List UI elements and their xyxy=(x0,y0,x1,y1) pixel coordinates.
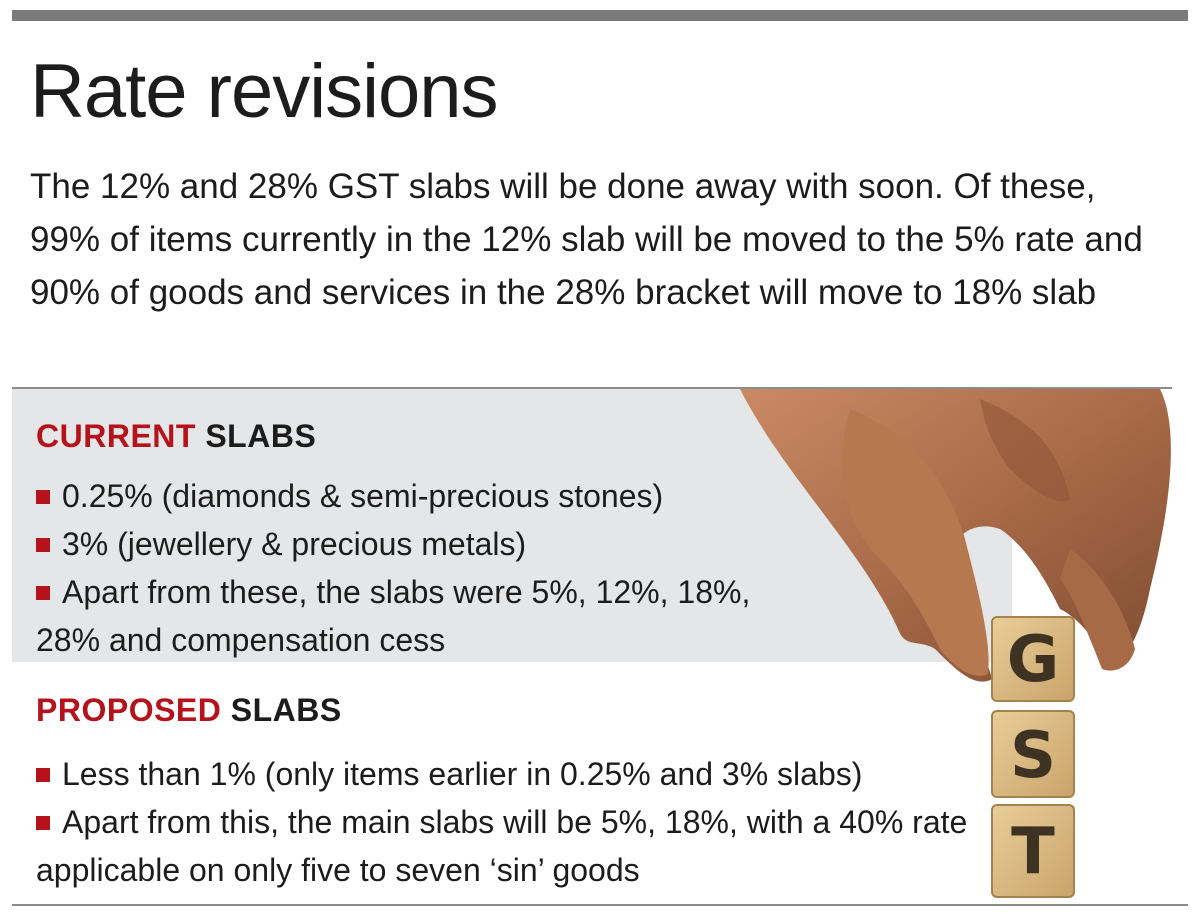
bullet-square-icon xyxy=(36,816,50,830)
list-item: 3% (jewellery & precious metals) xyxy=(36,520,796,568)
list-item-text: Apart from this, the main slabs will be … xyxy=(36,804,968,888)
bullet-square-icon xyxy=(36,586,50,600)
knuckle-shade xyxy=(980,399,1070,502)
list-item-text: Apart from these, the slabs were 5%, 12%… xyxy=(36,574,751,658)
bottom-rule xyxy=(12,904,1188,906)
proposed-heading-rest: SLABS xyxy=(230,692,342,728)
block-s: S xyxy=(991,710,1075,798)
page-title: Rate revisions xyxy=(30,49,499,134)
proposed-heading-accent: PROPOSED xyxy=(36,692,222,728)
block-g: G xyxy=(991,616,1075,702)
current-heading-accent: CURRENT xyxy=(36,418,196,454)
block-letter-t: T xyxy=(1011,815,1055,889)
current-heading-rest: SLABS xyxy=(205,418,317,454)
intro-paragraph: The 12% and 28% GST slabs will be done a… xyxy=(30,167,1143,312)
bullet-square-icon xyxy=(36,538,50,552)
list-item: Less than 1% (only items earlier in 0.25… xyxy=(36,750,996,798)
list-item: Apart from these, the slabs were 5%, 12%… xyxy=(36,568,796,664)
current-slabs-list: 0.25% (diamonds & semi-precious stones) … xyxy=(36,472,796,664)
list-item: 0.25% (diamonds & semi-precious stones) xyxy=(36,472,796,520)
hand-holding-gst-blocks-image: G S T xyxy=(740,389,1171,898)
proposed-slabs-heading: PROPOSED SLABS xyxy=(36,692,342,729)
current-slabs-heading: CURRENT SLABS xyxy=(36,418,316,455)
finger-shape xyxy=(1060,549,1135,671)
bullet-square-icon xyxy=(36,490,50,504)
thumb-shape xyxy=(841,409,989,677)
block-letter-s: S xyxy=(1010,719,1056,793)
list-item-text: 3% (jewellery & precious metals) xyxy=(62,526,527,562)
bullet-square-icon xyxy=(36,768,50,782)
list-item: Apart from this, the main slabs will be … xyxy=(36,798,996,894)
block-letter-g: G xyxy=(1007,623,1060,697)
list-item-text: Less than 1% (only items earlier in 0.25… xyxy=(62,756,863,792)
divider xyxy=(12,387,1172,389)
top-rule xyxy=(12,10,1188,21)
list-item-text: 0.25% (diamonds & semi-precious stones) xyxy=(62,478,664,514)
block-t: T xyxy=(991,804,1075,898)
proposed-slabs-list: Less than 1% (only items earlier in 0.25… xyxy=(36,750,996,894)
